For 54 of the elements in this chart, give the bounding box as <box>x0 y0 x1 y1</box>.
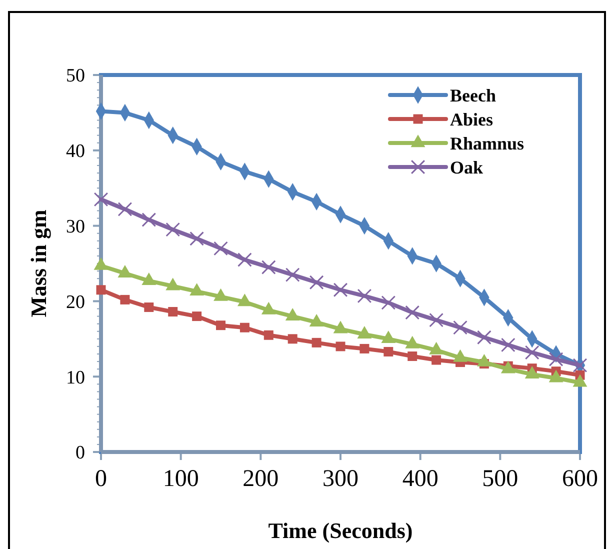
y-axis-title: Mass in gm <box>26 210 51 318</box>
x-tick-label: 200 <box>242 466 279 492</box>
point <box>94 192 108 207</box>
point <box>524 345 540 360</box>
point <box>453 320 468 335</box>
x-tick-label: 600 <box>562 466 598 492</box>
x-tick-label: 500 <box>482 466 518 492</box>
point <box>432 355 442 365</box>
legend-label: Oak <box>450 157 484 178</box>
x-tick-label: 400 <box>402 466 438 492</box>
point <box>166 222 180 237</box>
point <box>190 231 204 246</box>
y-tick-label: 30 <box>66 216 85 238</box>
legend-label: Rhamnus <box>450 133 524 154</box>
point <box>216 320 226 330</box>
point <box>261 260 276 274</box>
y-tick-label: 50 <box>66 66 85 87</box>
y-tick-label: 10 <box>66 367 85 388</box>
point <box>144 302 154 312</box>
point <box>405 305 420 320</box>
point <box>357 288 372 304</box>
point <box>288 334 298 344</box>
point <box>384 346 394 356</box>
point <box>333 282 348 298</box>
point <box>381 296 396 310</box>
point <box>336 342 346 352</box>
point <box>214 241 228 256</box>
y-tick-label: 20 <box>66 292 85 313</box>
point <box>477 330 492 345</box>
point <box>240 322 250 332</box>
x-tick-label: 0 <box>95 466 107 492</box>
point <box>360 344 370 354</box>
point <box>312 338 322 348</box>
point <box>142 212 156 227</box>
y-tick-label: 0 <box>76 442 85 464</box>
point <box>264 330 274 340</box>
point <box>309 275 324 290</box>
x-axis-title: Time (Seconds) <box>268 518 413 543</box>
x-tick-label: 300 <box>322 466 358 492</box>
legend-label: Beech <box>450 85 496 106</box>
point <box>120 294 130 304</box>
point <box>548 352 564 366</box>
point <box>408 352 418 361</box>
y-tick-label: 40 <box>66 141 85 162</box>
point <box>192 312 202 322</box>
x-tick-label: 100 <box>162 466 199 492</box>
point <box>429 312 444 328</box>
point <box>238 252 252 267</box>
point <box>118 202 132 216</box>
point <box>285 268 300 282</box>
point <box>500 338 516 352</box>
point <box>168 307 178 316</box>
point <box>96 285 106 295</box>
legend-label: Abies <box>450 109 494 130</box>
